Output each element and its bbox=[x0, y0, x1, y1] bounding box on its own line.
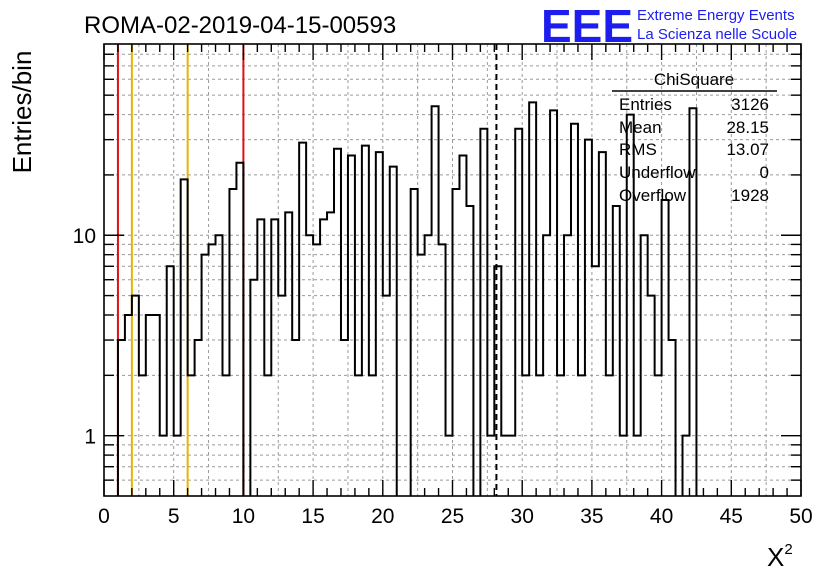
y-tick-labels: 1 10 bbox=[73, 225, 96, 448]
eee-logo-line2: La Scienza nelle Scuole bbox=[637, 26, 797, 43]
y-tick-label: 1 bbox=[84, 426, 96, 449]
x-tick-label: 50 bbox=[789, 505, 812, 528]
stats-value-underflow: 0 bbox=[760, 163, 769, 182]
stats-label-underflow: Underflow bbox=[619, 163, 696, 182]
x-axis-label-sup: 2 bbox=[784, 541, 792, 558]
x-tick-label: 5 bbox=[168, 505, 180, 528]
chart-title: ROMA-02-2019-04-15-00593 bbox=[84, 12, 396, 39]
stats-value-rms: 13.07 bbox=[726, 140, 769, 159]
eee-logo: EEE Extreme Energy Events La Scienza nel… bbox=[541, 0, 797, 52]
stats-box: ChiSquare Entries 3126 Mean 28.15 RMS 13… bbox=[612, 70, 777, 205]
x-tick-label: 15 bbox=[301, 505, 324, 528]
x-tick-label: 0 bbox=[98, 505, 110, 528]
stats-value-entries: 3126 bbox=[731, 95, 769, 114]
stats-label-entries: Entries bbox=[619, 95, 672, 114]
y-axis-ticks bbox=[104, 53, 801, 481]
eee-logo-line1: Extreme Energy Events bbox=[637, 7, 795, 24]
stats-label-rms: RMS bbox=[619, 140, 657, 159]
stats-title: ChiSquare bbox=[654, 70, 734, 89]
stats-label-mean: Mean bbox=[619, 118, 662, 137]
x-tick-label: 30 bbox=[511, 505, 534, 528]
x-tick-labels: 0 5 10 15 20 25 30 35 40 45 50 bbox=[98, 505, 813, 528]
y-tick-label: 10 bbox=[73, 225, 96, 248]
x-axis-label: X2 bbox=[767, 541, 793, 572]
y-axis-label: Entries/bin bbox=[7, 51, 37, 174]
x-tick-label: 25 bbox=[441, 505, 464, 528]
histogram-step-line bbox=[116, 101, 698, 496]
stats-value-mean: 28.15 bbox=[726, 118, 769, 137]
stats-value-overflow: 1928 bbox=[731, 186, 769, 205]
x-tick-label: 40 bbox=[650, 505, 673, 528]
x-tick-label: 45 bbox=[720, 505, 743, 528]
x-tick-label: 35 bbox=[580, 505, 603, 528]
stats-label-overflow: Overflow bbox=[619, 186, 687, 205]
x-axis-ticks bbox=[103, 44, 802, 496]
x-tick-label: 20 bbox=[371, 505, 394, 528]
x-tick-label: 10 bbox=[232, 505, 255, 528]
